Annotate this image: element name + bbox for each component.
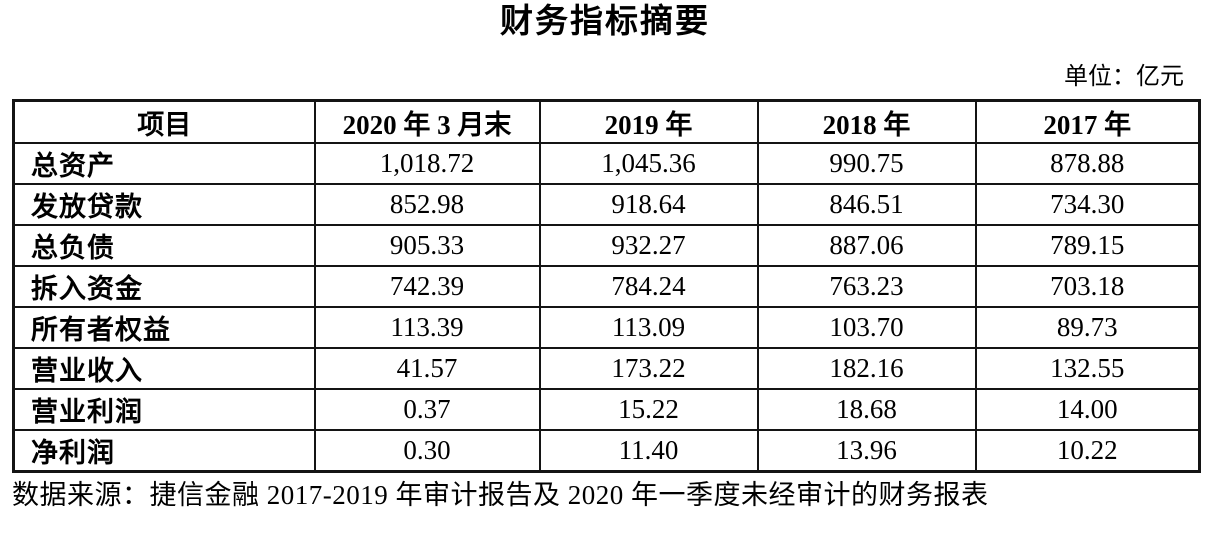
table-row: 拆入资金 742.39 784.24 763.23 703.18 bbox=[12, 264, 1201, 308]
value-cell: 103.70 bbox=[756, 305, 977, 349]
value-cell: 990.75 bbox=[756, 141, 977, 185]
row-label: 发放贷款 bbox=[12, 182, 316, 226]
value-cell: 113.09 bbox=[538, 305, 759, 349]
value-cell: 918.64 bbox=[538, 182, 759, 226]
value-cell: 846.51 bbox=[756, 182, 977, 226]
data-source-note: 数据来源：捷信金融 2017-2019 年审计报告及 2020 年一季度未经审计… bbox=[12, 479, 989, 510]
value-cell: 18.68 bbox=[756, 387, 977, 431]
column-header-2020-mar: 2020 年 3 月末 bbox=[313, 99, 541, 144]
value-cell: 763.23 bbox=[756, 264, 977, 308]
value-cell: 10.22 bbox=[974, 428, 1201, 473]
value-cell: 905.33 bbox=[313, 223, 541, 267]
column-header-2018: 2018 年 bbox=[756, 99, 977, 144]
value-cell: 0.37 bbox=[313, 387, 541, 431]
value-cell: 878.88 bbox=[974, 141, 1201, 185]
row-label: 拆入资金 bbox=[12, 264, 316, 308]
value-cell: 742.39 bbox=[313, 264, 541, 308]
value-cell: 41.57 bbox=[313, 346, 541, 390]
value-cell: 887.06 bbox=[756, 223, 977, 267]
table-row: 营业利润 0.37 15.22 18.68 14.00 bbox=[12, 387, 1201, 431]
column-header-2017: 2017 年 bbox=[974, 99, 1201, 144]
row-label: 净利润 bbox=[12, 428, 316, 473]
row-label: 营业利润 bbox=[12, 387, 316, 431]
value-cell: 13.96 bbox=[756, 428, 977, 473]
value-cell: 173.22 bbox=[538, 346, 759, 390]
row-label: 总资产 bbox=[12, 141, 316, 185]
value-cell: 1,045.36 bbox=[538, 141, 759, 185]
header-row: 项目 2020 年 3 月末 2019 年 2018 年 2017 年 bbox=[12, 99, 1201, 144]
table-row: 发放贷款 852.98 918.64 846.51 734.30 bbox=[12, 182, 1201, 226]
value-cell: 734.30 bbox=[974, 182, 1201, 226]
value-cell: 11.40 bbox=[538, 428, 759, 473]
value-cell: 852.98 bbox=[313, 182, 541, 226]
value-cell: 784.24 bbox=[538, 264, 759, 308]
financial-summary-table: 项目 2020 年 3 月末 2019 年 2018 年 2017 年 总资产 … bbox=[12, 99, 1201, 473]
row-label: 营业收入 bbox=[12, 346, 316, 390]
value-cell: 182.16 bbox=[756, 346, 977, 390]
row-label: 总负债 bbox=[12, 223, 316, 267]
value-cell: 932.27 bbox=[538, 223, 759, 267]
value-cell: 789.15 bbox=[974, 223, 1201, 267]
column-header-2019: 2019 年 bbox=[538, 99, 759, 144]
value-cell: 1,018.72 bbox=[313, 141, 541, 185]
value-cell: 89.73 bbox=[974, 305, 1201, 349]
table-row: 净利润 0.30 11.40 13.96 10.22 bbox=[12, 428, 1201, 473]
table-row: 营业收入 41.57 173.22 182.16 132.55 bbox=[12, 346, 1201, 390]
table-row: 总资产 1,018.72 1,045.36 990.75 878.88 bbox=[12, 141, 1201, 185]
value-cell: 132.55 bbox=[974, 346, 1201, 390]
column-header-item: 项目 bbox=[12, 99, 316, 144]
value-cell: 113.39 bbox=[313, 305, 541, 349]
row-label: 所有者权益 bbox=[12, 305, 316, 349]
unit-note: 单位：亿元 bbox=[1064, 63, 1184, 90]
table-row: 所有者权益 113.39 113.09 103.70 89.73 bbox=[12, 305, 1201, 349]
page-title: 财务指标摘要 bbox=[500, 4, 710, 40]
value-cell: 15.22 bbox=[538, 387, 759, 431]
table-row: 总负债 905.33 932.27 887.06 789.15 bbox=[12, 223, 1201, 267]
value-cell: 0.30 bbox=[313, 428, 541, 473]
value-cell: 703.18 bbox=[974, 264, 1201, 308]
value-cell: 14.00 bbox=[974, 387, 1201, 431]
